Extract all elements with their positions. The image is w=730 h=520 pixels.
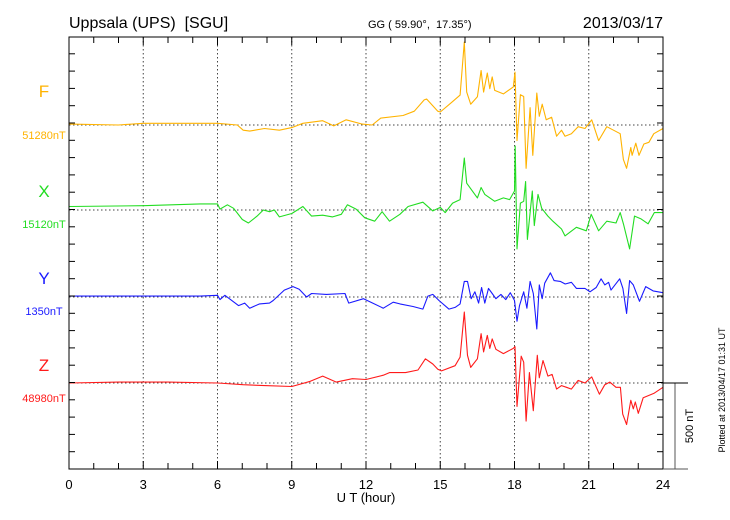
x-tick-label: 15 <box>433 477 447 492</box>
series-baseline-x: 15120nT <box>22 219 66 231</box>
series-name-f: F <box>39 82 49 101</box>
series-name-z: Z <box>39 356 49 375</box>
x-tick-label: 24 <box>656 477 670 492</box>
x-tick-label: 21 <box>582 477 596 492</box>
chart-title: Uppsala (UPS) [SGU] <box>69 15 228 32</box>
traces <box>68 41 664 426</box>
trace-z <box>68 311 664 426</box>
plotted-at-footer: Plotted at 2013/04/17 01:31 UT <box>717 327 727 453</box>
series-baseline-f: 51280nT <box>22 130 66 142</box>
series-baseline-y: 1350nT <box>25 306 63 318</box>
x-tick-label: 12 <box>359 477 373 492</box>
series-baseline-z: 48980nT <box>22 393 66 405</box>
station-coordinates: GG ( 59.90°, 17.35°) <box>368 19 472 31</box>
series-name-x: X <box>38 182 49 201</box>
x-axis-label: U T (hour) <box>337 490 396 505</box>
grid <box>69 37 663 469</box>
x-tick-label: 6 <box>214 477 221 492</box>
x-tick-label: 9 <box>288 477 295 492</box>
scale-bar-label: 500 nT <box>684 409 696 444</box>
scale-bar: 500 nT <box>663 382 696 470</box>
x-tick-label: 3 <box>140 477 147 492</box>
trace-f <box>68 41 664 169</box>
axes: 0 3 6 9 12 15 18 21 24 <box>65 37 670 492</box>
trace-y <box>69 272 664 330</box>
x-tick-label: 18 <box>507 477 521 492</box>
chart-date: 2013/03/17 <box>583 15 663 32</box>
series-labels: F 51280nT X 15120nT Y 1350nT Z 48980nT <box>22 82 66 405</box>
series-name-y: Y <box>38 269 49 288</box>
x-tick-label: 0 <box>65 477 72 492</box>
trace-x <box>68 145 663 250</box>
